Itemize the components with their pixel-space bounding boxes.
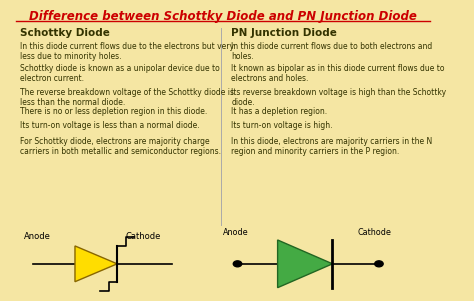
Text: Difference between Schottky Diode and PN Junction Diode: Difference between Schottky Diode and PN… xyxy=(29,10,417,23)
Polygon shape xyxy=(278,240,332,288)
Text: The reverse breakdown voltage of the Schottky diode is
less than the normal diod: The reverse breakdown voltage of the Sch… xyxy=(20,88,234,107)
Text: It has a depletion region.: It has a depletion region. xyxy=(231,107,328,116)
Text: There is no or less depletion region in this diode.: There is no or less depletion region in … xyxy=(20,107,207,116)
Text: PN Junction Diode: PN Junction Diode xyxy=(231,28,337,38)
Text: In this diode current flows due to the electrons but very
less due to minority h: In this diode current flows due to the e… xyxy=(20,42,234,61)
Text: In this diode current flows due to both electrons and
holes.: In this diode current flows due to both … xyxy=(231,42,432,61)
Circle shape xyxy=(375,261,383,267)
Text: Its reverse breakdown voltage is high than the Schottky
diode.: Its reverse breakdown voltage is high th… xyxy=(231,88,447,107)
Text: For Schottky diode, electrons are majority charge
carriers in both metallic and : For Schottky diode, electrons are majori… xyxy=(20,137,221,157)
Text: Schottky Diode: Schottky Diode xyxy=(20,28,110,38)
Text: It known as bipolar as in this diode current flows due to
electrons and holes.: It known as bipolar as in this diode cur… xyxy=(231,64,445,83)
Text: Its turn-on voltage is high.: Its turn-on voltage is high. xyxy=(231,121,333,130)
Text: In this diode, electrons are majority carriers in the N
region and minority carr: In this diode, electrons are majority ca… xyxy=(231,137,432,157)
Text: Schottky diode is known as a unipolar device due to
electron current.: Schottky diode is known as a unipolar de… xyxy=(20,64,220,83)
Text: Its turn-on voltage is less than a normal diode.: Its turn-on voltage is less than a norma… xyxy=(20,121,200,130)
Circle shape xyxy=(233,261,242,267)
Text: Anode: Anode xyxy=(223,228,248,237)
Polygon shape xyxy=(75,246,117,282)
Text: Cathode: Cathode xyxy=(126,232,161,241)
Text: Cathode: Cathode xyxy=(358,228,392,237)
Text: Anode: Anode xyxy=(24,232,51,241)
